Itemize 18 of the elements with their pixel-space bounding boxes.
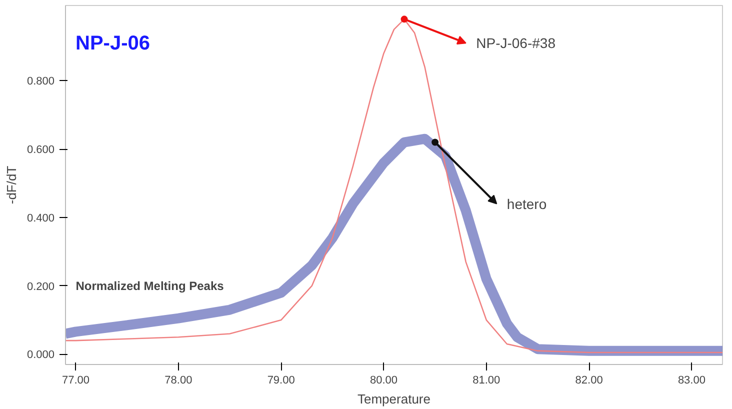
x-tick-label: 82.00: [575, 374, 603, 386]
y-tick-label: 0.400: [26, 212, 55, 224]
text: NP-J-06: [76, 32, 150, 54]
annotation: hetero: [506, 196, 547, 212]
x-tick-label: 79.00: [267, 374, 295, 386]
x-axis-title: Temperature: [358, 392, 430, 406]
x-tick-label: 83.00: [678, 374, 706, 386]
annotation: Normalized Melting Peaks: [76, 278, 224, 293]
y-tick-label: 0.000: [26, 349, 55, 362]
annotation: NP-J-06-#38: [476, 35, 556, 52]
y-axis-title: -dF/dT: [4, 166, 19, 204]
x-tick-label: 81.00: [472, 374, 500, 386]
y-tick-label: 0.200: [26, 280, 55, 293]
x-tick-label: 80.00: [370, 374, 398, 386]
y-tick-label: 0.800: [26, 76, 55, 88]
x-tick-label: 78.00: [164, 374, 192, 386]
x-tick-label: 77.00: [62, 374, 90, 386]
y-tick-label: 0.600: [26, 144, 55, 156]
